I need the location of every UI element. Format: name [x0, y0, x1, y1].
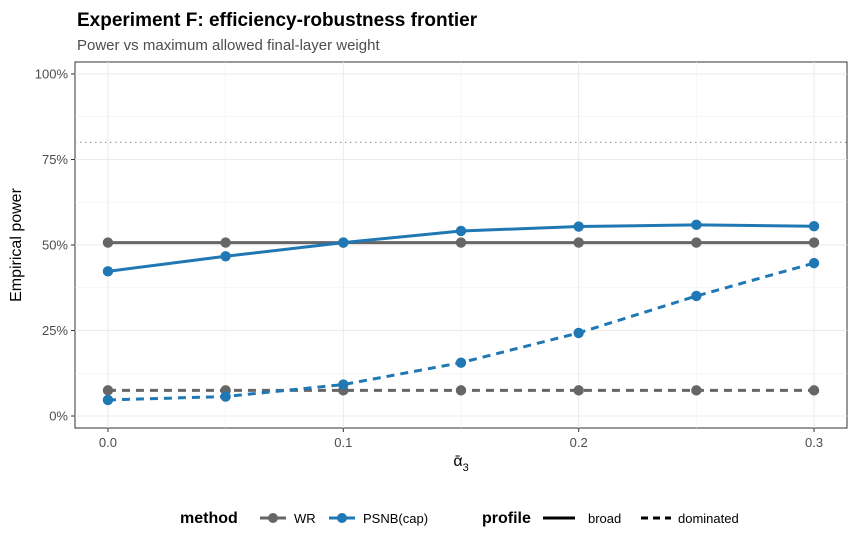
x-axis-ticks: 0.0 0.1 0.2 0.3	[99, 428, 823, 450]
legend-method-title: method	[180, 510, 238, 527]
x-axis-title-subscript: 3	[463, 462, 469, 474]
data-point	[338, 379, 349, 390]
data-point	[573, 327, 584, 339]
y-tick-label: 25%	[42, 323, 68, 338]
data-point	[102, 237, 114, 248]
data-point	[691, 290, 702, 302]
data-point	[220, 237, 231, 248]
data-point	[808, 385, 820, 396]
legend-label-broad: broad	[588, 511, 621, 526]
y-tick-label: 100%	[35, 66, 69, 81]
x-tick-label: 0.1	[334, 435, 352, 450]
plot-panel	[74, 61, 848, 429]
data-point	[455, 357, 467, 368]
chart-title: Experiment F: efficiency-robustness fron…	[77, 10, 478, 31]
data-point	[573, 221, 584, 232]
x-axis-title: ᾱ3	[453, 453, 468, 474]
data-point	[573, 237, 584, 248]
data-point	[338, 237, 349, 248]
data-point	[691, 237, 702, 248]
legend-label-dominated: dominated	[678, 511, 739, 526]
data-point	[691, 385, 702, 396]
y-axis-title: Empirical power	[8, 187, 25, 301]
x-tick-label: 0.3	[805, 435, 823, 450]
data-point	[573, 385, 584, 396]
data-point	[455, 237, 467, 248]
data-point	[220, 251, 231, 262]
y-tick-label: 75%	[42, 152, 68, 167]
data-point	[102, 385, 114, 396]
x-tick-label: 0.2	[570, 435, 588, 450]
legend-key-psnb-point	[337, 513, 347, 523]
y-axis-ticks: 0% 25% 50% 75% 100%	[35, 66, 75, 424]
y-tick-label: 0%	[49, 409, 68, 424]
data-point	[808, 257, 820, 269]
y-tick-label: 50%	[42, 238, 68, 253]
chart-subtitle: Power vs maximum allowed final-layer wei…	[77, 37, 380, 54]
legend-profile-title: profile	[482, 510, 531, 527]
series-points	[102, 219, 820, 406]
x-tick-label: 0.0	[99, 435, 117, 450]
data-point	[102, 394, 114, 406]
data-point	[220, 391, 231, 402]
data-point	[691, 219, 702, 231]
data-point	[808, 220, 820, 232]
legend-label-wr: WR	[294, 511, 316, 526]
legend-key-wr-point	[268, 513, 278, 523]
legend-label-psnb: PSNB(cap)	[363, 511, 428, 526]
legend: method WR PSNB(cap) profile broad domina…	[180, 510, 739, 527]
data-point	[808, 237, 820, 248]
data-point	[102, 266, 114, 277]
data-point	[455, 225, 467, 237]
data-point	[455, 385, 467, 396]
